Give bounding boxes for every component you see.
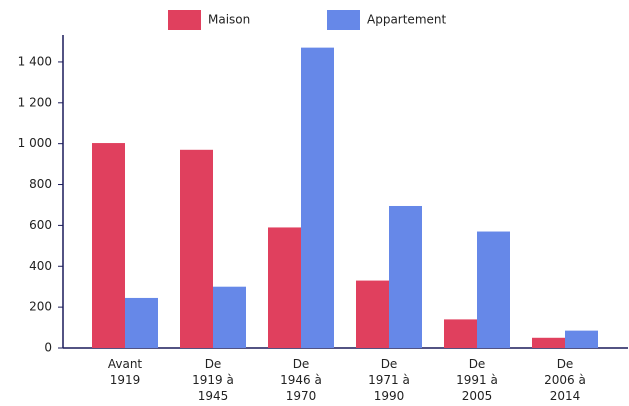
bar xyxy=(301,47,334,348)
y-tick-label: 600 xyxy=(29,218,52,232)
legend-swatch xyxy=(168,10,201,30)
bar xyxy=(213,286,246,348)
bar xyxy=(125,297,158,348)
bar xyxy=(356,280,389,348)
bar xyxy=(477,231,510,348)
x-tick-label: De 1919 à 1945 xyxy=(192,357,234,403)
y-tick-label: 0 xyxy=(44,341,52,355)
y-tick-label: 1 400 xyxy=(18,54,52,68)
x-tick-label: De 1991 à 2005 xyxy=(456,357,498,403)
y-tick-label: 1 000 xyxy=(18,136,52,150)
x-tick-label: De 1971 à 1990 xyxy=(368,357,410,403)
x-tick-label: De 1946 à 1970 xyxy=(280,357,322,403)
legend-label: Appartement xyxy=(367,13,446,27)
y-tick-label: 200 xyxy=(29,300,52,314)
y-tick-label: 400 xyxy=(29,259,52,273)
bar xyxy=(565,330,598,348)
bar xyxy=(389,205,422,348)
legend-swatch xyxy=(327,10,360,30)
bar xyxy=(92,143,125,348)
x-tick-label: Avant 1919 xyxy=(108,357,143,387)
bar xyxy=(180,149,213,348)
bar xyxy=(268,227,301,348)
y-tick-label: 1 200 xyxy=(18,95,52,109)
x-tick-label: De 2006 à 2014 xyxy=(544,357,586,403)
legend-label: Maison xyxy=(208,13,250,27)
bar xyxy=(532,337,565,348)
bar xyxy=(444,319,477,348)
y-tick-label: 800 xyxy=(29,177,52,191)
